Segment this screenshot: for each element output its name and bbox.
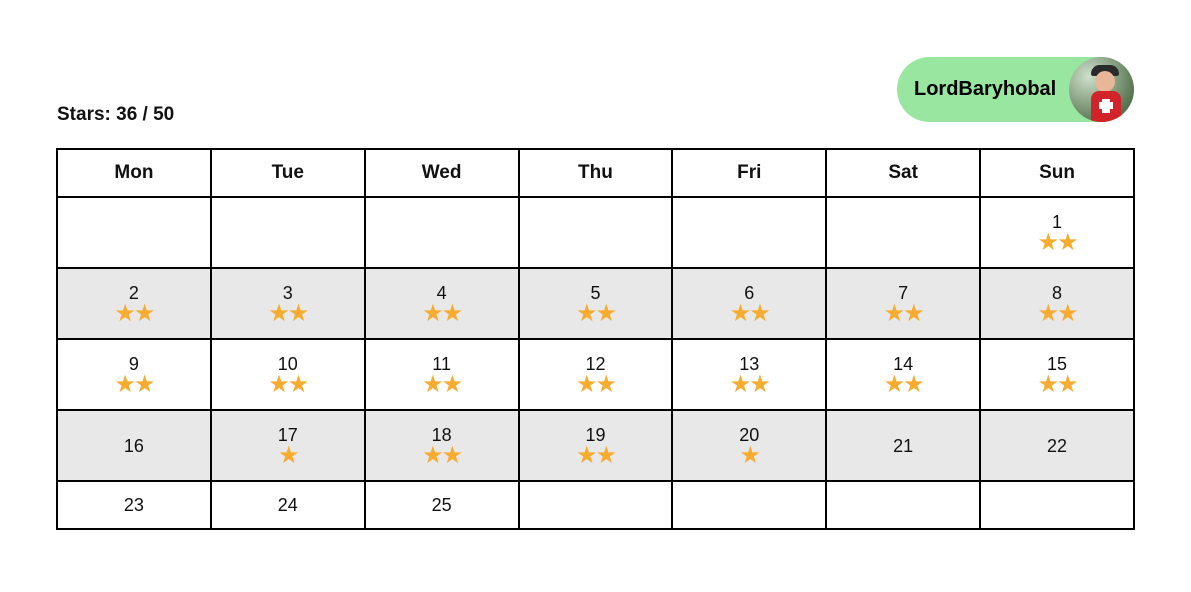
day-number: 4 bbox=[436, 282, 447, 303]
day-cell[interactable]: 23 bbox=[56, 480, 212, 530]
day-number: 9 bbox=[128, 353, 139, 374]
day-cell[interactable]: 8 ★★ bbox=[979, 267, 1135, 340]
star-icon: ★★ bbox=[268, 299, 309, 327]
empty-cell bbox=[671, 480, 828, 530]
star-icon: ★★ bbox=[114, 299, 155, 327]
weekday-header-sat: Sat bbox=[825, 148, 982, 198]
weekday-header-fri: Fri bbox=[671, 148, 828, 198]
weekday-header-tue: Tue bbox=[209, 148, 366, 198]
day-number: 25 bbox=[431, 495, 452, 515]
weekday-header-sun: Sun bbox=[979, 148, 1135, 198]
empty-cell bbox=[517, 480, 674, 530]
week-row: 1 ★★ bbox=[56, 196, 1135, 269]
day-cell[interactable]: 1 ★★ bbox=[979, 196, 1135, 269]
day-number: 12 bbox=[585, 353, 606, 374]
empty-cell bbox=[209, 196, 366, 269]
day-cell[interactable]: 10 ★★ bbox=[209, 338, 366, 411]
day-cell[interactable]: 18 ★★ bbox=[363, 409, 520, 482]
day-cell[interactable]: 13 ★★ bbox=[671, 338, 828, 411]
star-icon: ★ bbox=[739, 441, 762, 469]
star-icon: ★★ bbox=[575, 370, 617, 398]
day-number: 14 bbox=[893, 353, 914, 374]
weekday-header-wed: Wed bbox=[363, 148, 520, 198]
day-cell[interactable]: 16 bbox=[56, 409, 212, 482]
empty-cell bbox=[363, 196, 520, 269]
day-cell[interactable]: 5 ★★ bbox=[517, 267, 674, 340]
week-row: 9 ★★ 10 ★★ 11 ★★ 12 ★★ 13 ★★ 14 ★★ 15 ★★ bbox=[56, 338, 1135, 411]
day-cell[interactable]: 20 ★ bbox=[671, 409, 828, 482]
user-badge[interactable]: LordBaryhobal bbox=[897, 57, 1134, 122]
day-number: 23 bbox=[123, 495, 144, 515]
day-number: 16 bbox=[123, 435, 144, 456]
day-cell[interactable]: 6 ★★ bbox=[671, 267, 828, 340]
day-number: 1 bbox=[1052, 211, 1063, 232]
day-cell[interactable]: 7 ★★ bbox=[825, 267, 982, 340]
day-number: 24 bbox=[277, 495, 298, 515]
day-cell[interactable]: 17 ★ bbox=[209, 409, 366, 482]
day-number: 2 bbox=[128, 282, 139, 303]
day-number: 19 bbox=[585, 424, 606, 445]
empty-cell bbox=[825, 480, 982, 530]
empty-cell bbox=[517, 196, 674, 269]
star-icon: ★★ bbox=[729, 299, 771, 327]
day-number: 3 bbox=[282, 282, 293, 303]
day-number: 13 bbox=[739, 353, 760, 374]
week-row: 2 ★★ 3 ★★ 4 ★★ 5 ★★ 6 ★★ 7 ★★ 8 ★★ bbox=[56, 267, 1135, 340]
day-number: 20 bbox=[739, 424, 760, 445]
star-icon: ★★ bbox=[575, 299, 617, 327]
day-number: 21 bbox=[893, 435, 914, 456]
day-cell[interactable]: 3 ★★ bbox=[209, 267, 366, 340]
star-icon: ★★ bbox=[1037, 228, 1079, 256]
day-cell[interactable]: 14 ★★ bbox=[825, 338, 982, 411]
day-number: 15 bbox=[1047, 353, 1068, 374]
calendar-grid: Mon Tue Wed Thu Fri Sat Sun 1 ★★ 2 ★★ 3 ★★ 4 ★★ 5 ★★ 6 ★★… bbox=[56, 148, 1135, 530]
week-row: 16 17 ★ 18 ★★ 19 ★★ 20 ★ 21 22 bbox=[56, 409, 1135, 482]
day-number: 22 bbox=[1047, 435, 1068, 456]
week-row: 23 24 25 bbox=[56, 480, 1135, 530]
day-cell[interactable]: 11 ★★ bbox=[363, 338, 520, 411]
day-number: 7 bbox=[898, 282, 909, 303]
day-cell[interactable]: 24 bbox=[209, 480, 366, 530]
day-cell[interactable]: 2 ★★ bbox=[56, 267, 212, 340]
star-icon: ★★ bbox=[422, 441, 463, 469]
star-icon: ★ bbox=[278, 441, 300, 469]
day-cell[interactable]: 9 ★★ bbox=[56, 338, 212, 411]
weekday-header-mon: Mon bbox=[56, 148, 212, 198]
star-icon: ★★ bbox=[114, 370, 155, 398]
username: LordBaryhobal bbox=[914, 78, 1057, 100]
empty-cell bbox=[825, 196, 982, 269]
day-number: 6 bbox=[744, 282, 755, 303]
star-icon: ★★ bbox=[422, 370, 463, 398]
day-number: 8 bbox=[1052, 282, 1063, 303]
stars-total: Stars: 36 / 50 bbox=[57, 104, 175, 125]
star-icon: ★★ bbox=[422, 299, 463, 327]
star-icon: ★★ bbox=[575, 441, 617, 469]
star-icon: ★★ bbox=[1037, 370, 1079, 398]
star-icon: ★★ bbox=[268, 370, 309, 398]
star-icon: ★★ bbox=[883, 299, 925, 327]
empty-cell bbox=[671, 196, 828, 269]
day-number: 5 bbox=[590, 282, 601, 303]
day-number: 10 bbox=[277, 353, 298, 374]
day-cell[interactable]: 22 bbox=[979, 409, 1135, 482]
star-icon: ★★ bbox=[729, 370, 771, 398]
empty-cell bbox=[979, 480, 1135, 530]
day-cell[interactable]: 12 ★★ bbox=[517, 338, 674, 411]
day-cell[interactable]: 21 bbox=[825, 409, 982, 482]
weekday-header-row: Mon Tue Wed Thu Fri Sat Sun bbox=[56, 148, 1135, 198]
day-cell[interactable]: 19 ★★ bbox=[517, 409, 674, 482]
day-cell[interactable]: 4 ★★ bbox=[363, 267, 520, 340]
day-number: 11 bbox=[432, 353, 451, 374]
weekday-header-thu: Thu bbox=[517, 148, 674, 198]
star-icon: ★★ bbox=[1037, 299, 1079, 327]
avatar[interactable] bbox=[1069, 57, 1134, 122]
empty-cell bbox=[56, 196, 212, 269]
day-cell[interactable]: 15 ★★ bbox=[979, 338, 1135, 411]
star-icon: ★★ bbox=[883, 370, 925, 398]
day-number: 17 bbox=[277, 424, 298, 445]
day-number: 18 bbox=[431, 424, 452, 445]
day-cell[interactable]: 25 bbox=[363, 480, 520, 530]
